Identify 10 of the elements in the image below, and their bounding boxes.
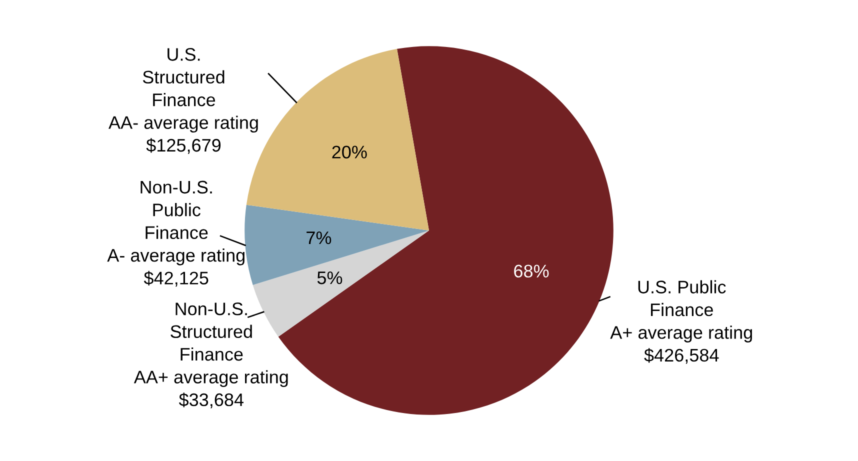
slice-label: U.S. Structured Finance AA- average rating $125,679 (108, 48, 258, 154)
slice-label: U.S. Public Finance A+ average rating $426,584 (610, 280, 752, 364)
pie-slice (252, 230, 429, 337)
data-label: 7% (306, 232, 332, 244)
data-label: 20% (332, 146, 367, 158)
slice-label: Non-U.S. Structured Finance AA+ average rating $33,684 (134, 302, 288, 408)
slice-label: Non-U.S. Public Finance A- average rating $42,125 (107, 180, 244, 287)
data-label: 5% (317, 271, 342, 284)
pie-slice (244, 204, 429, 286)
data-label: 68% (514, 264, 549, 278)
